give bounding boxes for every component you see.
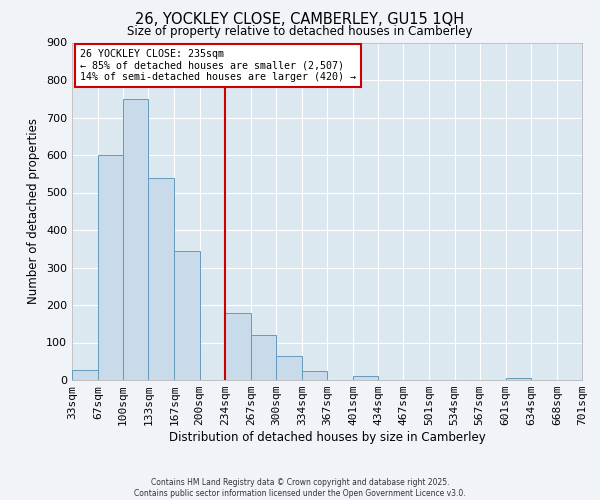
Text: 26, YOCKLEY CLOSE, CAMBERLEY, GU15 1QH: 26, YOCKLEY CLOSE, CAMBERLEY, GU15 1QH — [136, 12, 464, 28]
Bar — [72, 370, 98, 380]
Bar — [226, 313, 251, 380]
Bar — [276, 356, 302, 380]
Bar — [123, 99, 148, 380]
Bar — [175, 250, 200, 380]
Bar — [148, 178, 175, 380]
Text: 26 YOCKLEY CLOSE: 235sqm
← 85% of detached houses are smaller (2,507)
14% of sem: 26 YOCKLEY CLOSE: 235sqm ← 85% of detach… — [80, 50, 356, 82]
Bar — [302, 370, 327, 380]
Text: Size of property relative to detached houses in Camberley: Size of property relative to detached ho… — [127, 25, 473, 38]
X-axis label: Distribution of detached houses by size in Camberley: Distribution of detached houses by size … — [169, 431, 485, 444]
Y-axis label: Number of detached properties: Number of detached properties — [28, 118, 40, 304]
Bar — [98, 155, 123, 380]
Bar — [353, 376, 378, 380]
Text: Contains HM Land Registry data © Crown copyright and database right 2025.
Contai: Contains HM Land Registry data © Crown c… — [134, 478, 466, 498]
Bar — [506, 378, 531, 380]
Bar — [251, 335, 276, 380]
